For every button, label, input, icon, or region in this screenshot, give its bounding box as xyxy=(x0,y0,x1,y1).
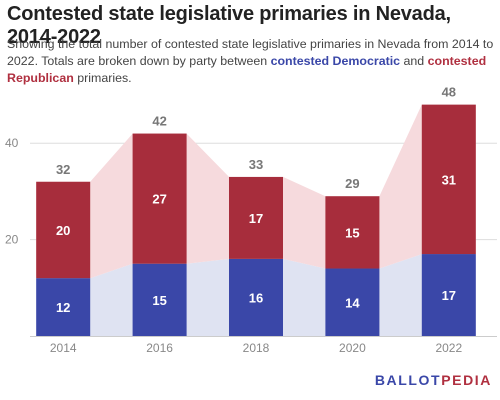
republican-value-label: 15 xyxy=(345,225,359,240)
republican-value-label: 27 xyxy=(152,192,166,207)
total-value-label: 29 xyxy=(345,176,359,191)
republican-bar-2022 xyxy=(421,104,476,255)
subtitle-text-3: primaries. xyxy=(73,71,132,85)
democratic-value-label: 17 xyxy=(442,288,456,303)
republican-value-label: 17 xyxy=(249,211,263,226)
subtitle-republican-label: contested Republican xyxy=(7,54,487,85)
ballotpedia-logo: BALLOTPEDIA xyxy=(374,372,492,388)
democratic-value-label: 12 xyxy=(56,300,70,315)
total-value-label: 33 xyxy=(249,157,263,172)
republican-bar-2016 xyxy=(132,133,187,264)
democratic-bar-2020 xyxy=(325,268,380,336)
republican-value-label: 31 xyxy=(442,172,456,187)
democratic-value-label: 16 xyxy=(249,290,263,305)
chart-title: Contested state legislative primaries in… xyxy=(7,3,451,48)
republican-bar-2020 xyxy=(325,196,380,269)
democratic-value-label: 15 xyxy=(152,293,166,308)
republican-value-label: 20 xyxy=(56,223,70,238)
y-tick-label: 20 xyxy=(5,233,19,247)
total-value-label: 32 xyxy=(56,162,70,177)
subtitle-text-2: and xyxy=(400,54,428,68)
republican-bar-2014 xyxy=(36,181,91,279)
chart-subtitle: Showing the total number of contested st… xyxy=(7,36,495,87)
x-tick-label: 2016 xyxy=(146,341,173,355)
republican-bar-2018 xyxy=(229,176,283,259)
democratic-bar-2022 xyxy=(421,254,476,336)
y-tick-label: 40 xyxy=(5,136,19,150)
x-tick-label: 2014 xyxy=(50,341,77,355)
democratic-value-label: 14 xyxy=(345,295,360,310)
democratic-bar-2014 xyxy=(36,278,91,336)
subtitle-text-1: Showing the total number of contested st… xyxy=(7,37,494,68)
subtitle-democratic-label: contested Democratic xyxy=(270,54,401,68)
democratic-bar-2016 xyxy=(132,263,187,336)
democratic-bar-2018 xyxy=(229,258,283,336)
x-tick-label: 2018 xyxy=(243,341,270,355)
x-tick-label: 2022 xyxy=(435,341,462,355)
total-value-label: 48 xyxy=(442,85,456,100)
total-value-label: 42 xyxy=(152,114,166,129)
x-tick-label: 2020 xyxy=(339,341,366,355)
